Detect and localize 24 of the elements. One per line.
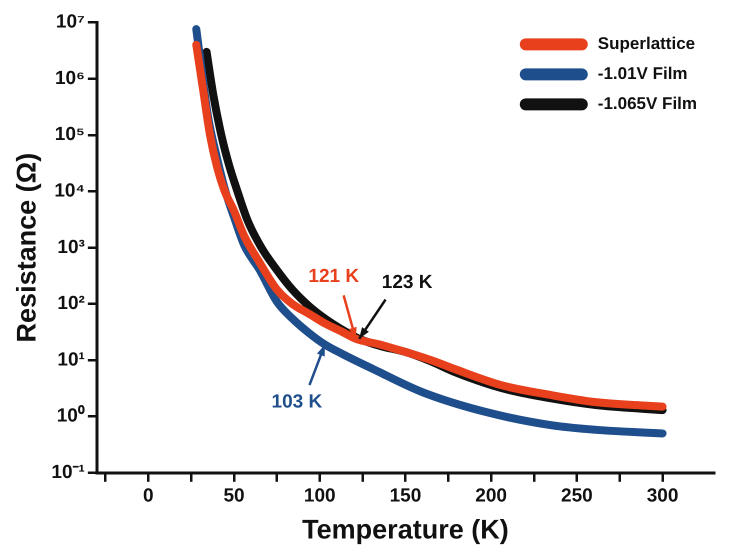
y-tick-label: 10⁻¹ bbox=[51, 462, 85, 484]
y-tick-label: 10⁴ bbox=[54, 180, 85, 202]
x-tick-label: 0 bbox=[143, 485, 154, 506]
y-tick-label: 10⁷ bbox=[56, 12, 86, 33]
annotation: 121 K bbox=[308, 266, 360, 288]
legend-label: -1.01V Film bbox=[598, 64, 688, 84]
x-tick-label: 150 bbox=[390, 485, 422, 506]
y-axis-title: Resistance (Ω) bbox=[12, 152, 42, 342]
y-tick-label: 10³ bbox=[57, 236, 85, 258]
y-tick-label: 10² bbox=[57, 293, 85, 314]
x-tick-label: 200 bbox=[475, 485, 507, 506]
y-tick-label: 10⁵ bbox=[54, 124, 85, 146]
annotation: 103 K bbox=[272, 392, 322, 413]
x-tick-label: 300 bbox=[646, 485, 678, 506]
x-tick-label: 100 bbox=[304, 485, 336, 506]
x-tick-label: 50 bbox=[223, 485, 245, 506]
y-tick-label: 10⁰ bbox=[56, 404, 85, 427]
y-tick-label: 10⁶ bbox=[54, 68, 85, 89]
legend-label: -1.065V Film bbox=[598, 94, 698, 114]
x-axis-title: Temperature (K) bbox=[302, 514, 509, 544]
y-tick-label: 10¹ bbox=[57, 349, 85, 370]
legend-label: Superlattice bbox=[598, 34, 696, 54]
annotation: 123 K bbox=[382, 272, 433, 294]
x-tick-label: 250 bbox=[561, 485, 593, 506]
